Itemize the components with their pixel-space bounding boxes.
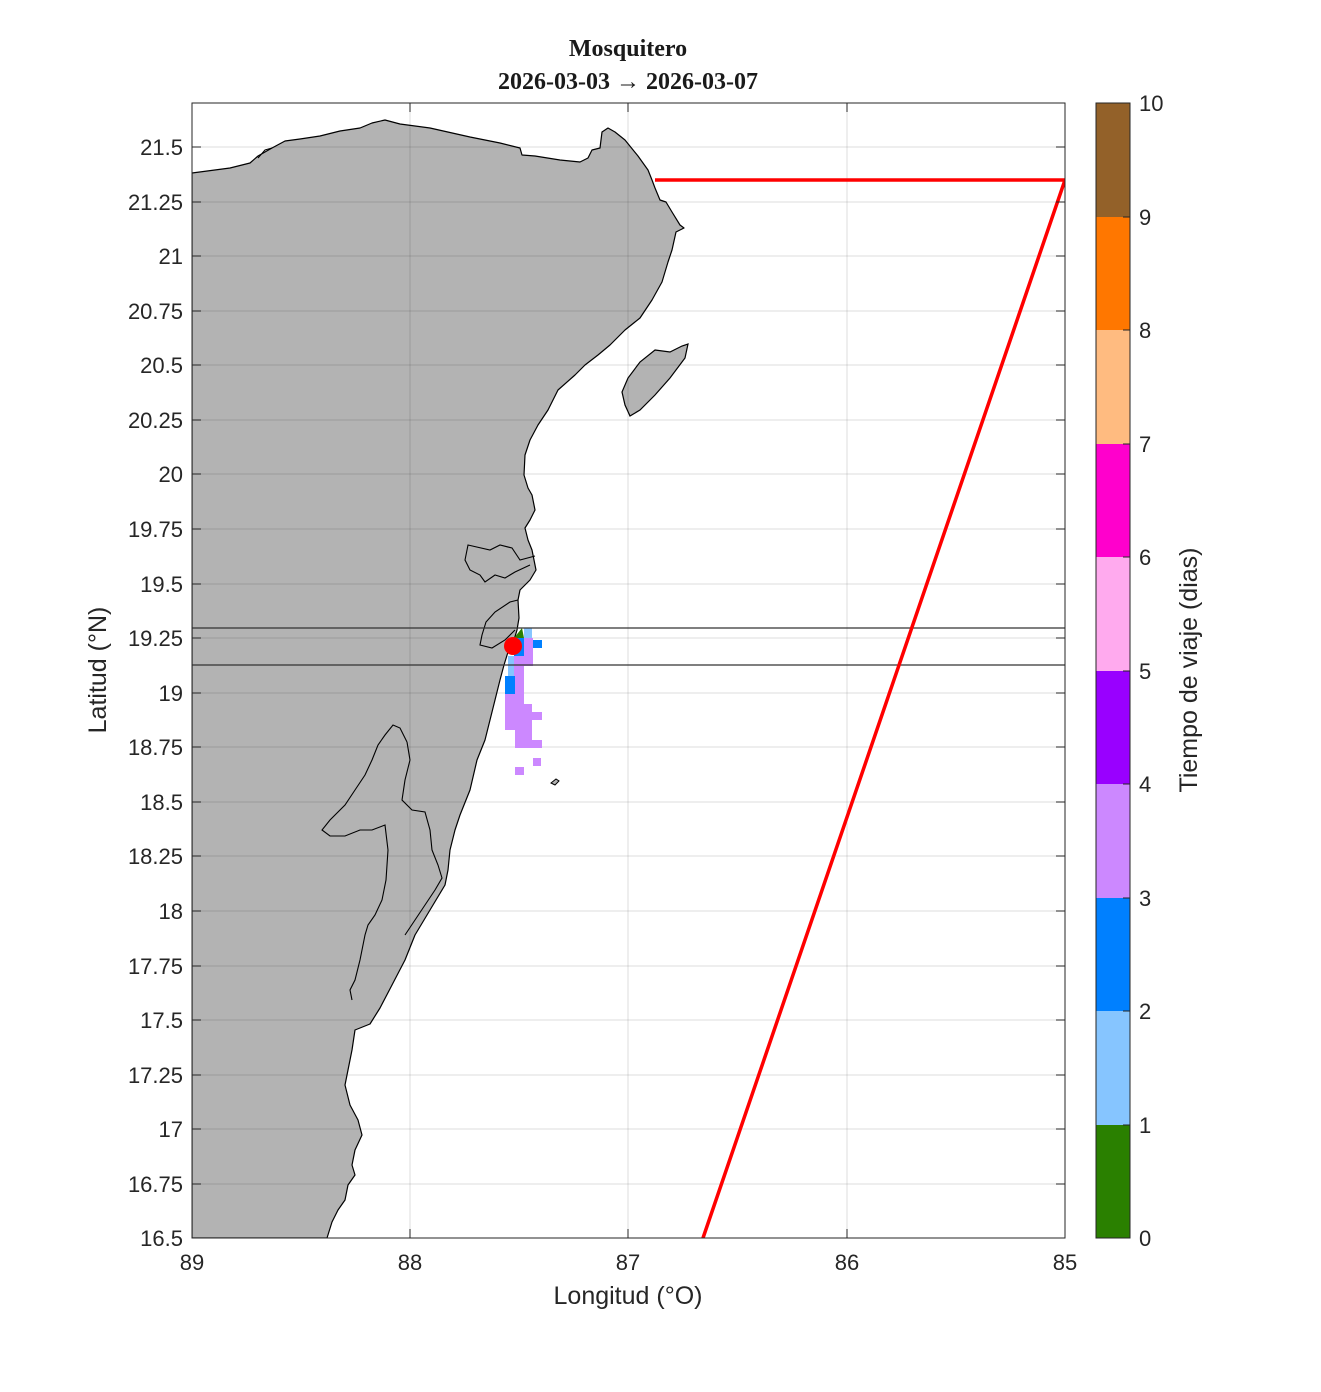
svg-text:18.75: 18.75 [128,735,183,760]
colorbar [1095,102,1131,1239]
svg-text:19: 19 [159,681,183,706]
svg-text:85: 85 [1053,1250,1077,1275]
svg-text:8: 8 [1139,318,1151,343]
land-yucatan [192,119,685,1238]
y-tick-labels: 16.5 16.75 17 17.25 17.5 17.75 18 18.25 … [128,135,183,1251]
svg-text:21: 21 [159,244,183,269]
svg-text:16.5: 16.5 [140,1226,183,1251]
svg-text:18.25: 18.25 [128,844,183,869]
grid-lines [192,103,1065,1238]
svg-text:16.75: 16.75 [128,1172,183,1197]
svg-text:19.25: 19.25 [128,626,183,651]
svg-text:6: 6 [1139,545,1151,570]
chart-date-range: 2026-03-03 → 2026-03-07 [498,69,758,95]
svg-text:20.5: 20.5 [140,353,183,378]
bay-outline-south [321,724,408,1001]
y-axis-label: Latitud (°N) [84,607,112,734]
svg-text:21.25: 21.25 [128,190,183,215]
tick-marks [192,103,1065,1238]
bay-outline-central [479,599,519,649]
svg-text:20.75: 20.75 [128,299,183,324]
svg-text:1: 1 [1139,1113,1151,1138]
domain-boundary [655,178,1065,1238]
svg-text:17: 17 [159,1117,183,1142]
svg-text:4: 4 [1139,772,1151,797]
bay-outline-north [464,544,536,583]
x-tick-labels: 89 88 87 86 85 [180,1250,1077,1275]
svg-text:2: 2 [1139,999,1151,1024]
svg-text:5: 5 [1139,659,1151,684]
bay-outline-chetumal [401,741,443,936]
svg-text:21.5: 21.5 [140,135,183,160]
svg-text:20.25: 20.25 [128,408,183,433]
svg-text:19.75: 19.75 [128,517,183,542]
chart-title: Mosquitero [568,36,688,62]
release-point-marker [504,637,522,655]
svg-text:7: 7 [1139,432,1151,457]
svg-text:10: 10 [1139,91,1163,116]
svg-text:3: 3 [1139,886,1151,911]
colorbar-label: Tiempo de viaje (dias) [1175,547,1203,792]
svg-text:17.5: 17.5 [140,1008,183,1033]
land-islet [550,778,560,786]
svg-text:0: 0 [1139,1226,1151,1251]
svg-text:17.25: 17.25 [128,1063,183,1088]
svg-text:20: 20 [159,462,183,487]
svg-text:9: 9 [1139,205,1151,230]
svg-text:87: 87 [616,1250,640,1275]
holbox-lagoon [257,147,273,159]
svg-text:86: 86 [835,1250,859,1275]
svg-text:19.5: 19.5 [140,572,183,597]
svg-text:18.5: 18.5 [140,790,183,815]
x-axis-label: Longitud (°O) [554,1282,703,1310]
colorbar-tick-labels: 0 1 2 3 4 5 6 7 8 9 10 [1139,91,1163,1251]
svg-text:17.75: 17.75 [128,954,183,979]
svg-text:89: 89 [180,1250,204,1275]
svg-text:88: 88 [398,1250,422,1275]
land-cozumel [621,343,689,417]
svg-text:18: 18 [159,899,183,924]
